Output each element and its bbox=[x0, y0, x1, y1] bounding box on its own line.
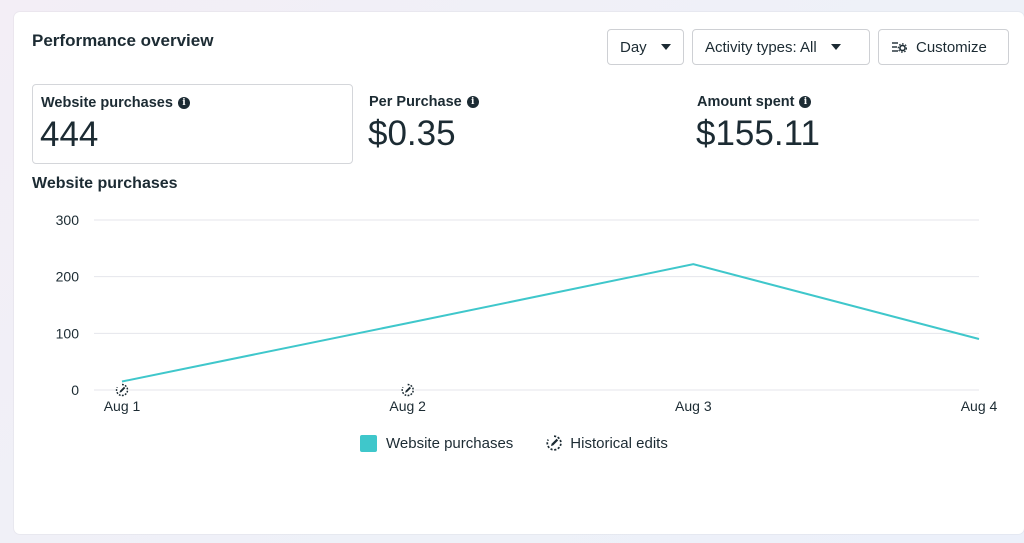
metric-value: $0.35 bbox=[368, 114, 456, 153]
info-icon[interactable]: i bbox=[177, 97, 190, 109]
x-tick-label: Aug 2 bbox=[389, 398, 426, 414]
x-tick-label: Aug 4 bbox=[961, 398, 998, 414]
metric-website-purchases[interactable]: Website purchases i 444 bbox=[32, 84, 353, 164]
metric-label-wrap: Per Purchase i bbox=[369, 94, 479, 110]
y-tick-label: 300 bbox=[56, 212, 80, 228]
metric-label: Website purchases bbox=[41, 95, 173, 111]
legend-item-historical-edits[interactable]: Historical edits bbox=[545, 434, 668, 452]
metric-amount-spent[interactable]: Amount spent i $155.11 bbox=[689, 84, 989, 164]
chart-legend: Website purchases Historical edits bbox=[360, 434, 700, 452]
metric-label-wrap: Amount spent i bbox=[697, 94, 812, 110]
x-tick-label: Aug 1 bbox=[104, 398, 141, 414]
performance-card: Performance overview Day Activity types:… bbox=[14, 12, 1024, 534]
metric-label: Amount spent bbox=[697, 94, 795, 110]
metric-label: Per Purchase bbox=[369, 94, 462, 110]
historical-edit-marker-icon[interactable] bbox=[400, 383, 415, 397]
legend-swatch bbox=[360, 434, 377, 452]
metric-per-purchase[interactable]: Per Purchase i $0.35 bbox=[361, 84, 661, 164]
metric-label-wrap: Website purchases i bbox=[41, 95, 190, 111]
page-title: Performance overview bbox=[32, 31, 214, 50]
x-tick-label: Aug 3 bbox=[675, 398, 712, 414]
metric-value: 444 bbox=[40, 115, 99, 154]
historical-edits-icon bbox=[546, 435, 563, 451]
activity-types-dropdown[interactable]: Activity types: All bbox=[692, 29, 870, 65]
caret-down-icon bbox=[830, 44, 841, 50]
activity-types-label: Activity types: All bbox=[705, 38, 817, 56]
chart-title: Website purchases bbox=[32, 175, 178, 192]
customize-columns-icon bbox=[892, 42, 907, 53]
line-chart: 0 100 200 300 Aug 1 Aug 2 Aug 3 Aug 4 bbox=[56, 212, 998, 414]
info-icon[interactable]: i bbox=[466, 96, 479, 108]
customize-button[interactable]: Customize bbox=[878, 29, 1009, 65]
day-dropdown[interactable]: Day bbox=[607, 29, 684, 65]
legend-label: Website purchases bbox=[386, 434, 514, 452]
y-tick-label: 0 bbox=[71, 382, 79, 398]
day-dropdown-label: Day bbox=[620, 38, 647, 56]
caret-down-icon bbox=[660, 44, 671, 50]
legend-item-website-purchases[interactable]: Website purchases bbox=[360, 434, 514, 452]
historical-edit-marker-icon[interactable] bbox=[115, 383, 129, 397]
info-icon[interactable]: i bbox=[799, 96, 812, 108]
legend-label: Historical edits bbox=[570, 434, 668, 452]
series-line bbox=[121, 263, 980, 383]
y-tick-label: 200 bbox=[56, 269, 80, 285]
y-tick-label: 100 bbox=[56, 325, 80, 341]
customize-label: Customize bbox=[916, 38, 987, 56]
metric-value: $155.11 bbox=[696, 114, 820, 153]
